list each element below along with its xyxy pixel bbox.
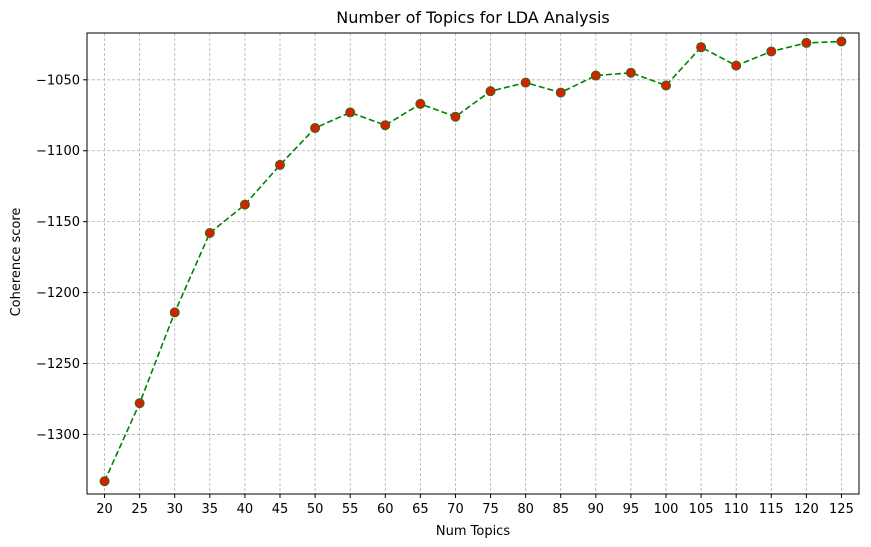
data-point [661, 80, 671, 91]
x-axis: 20 25 30 35 40 45 50 55 60 65 70 75 80 85 90 95 100 105 11… [96, 494, 854, 517]
data-point [275, 159, 285, 170]
data-point [134, 398, 145, 409]
x-tick-label: 50 [307, 502, 324, 517]
data-point [415, 98, 426, 109]
data-point [731, 60, 742, 71]
y-tick-label: −1300 [36, 428, 80, 443]
y-axis-label: Coherence score [9, 208, 24, 317]
x-tick-label: 40 [237, 502, 254, 517]
plot-frame [86, 32, 860, 495]
series-markers [99, 36, 847, 487]
y-tick-label: −1250 [36, 357, 80, 372]
x-tick-label: 65 [412, 502, 429, 517]
x-tick-label: 85 [552, 502, 569, 517]
data-point [345, 107, 356, 118]
x-tick-label: 55 [342, 502, 359, 517]
x-tick-label: 105 [689, 502, 714, 517]
data-point [239, 199, 250, 210]
data-point [590, 70, 601, 81]
x-tick-label: 25 [131, 502, 148, 517]
data-point [310, 123, 321, 134]
series-line [103, 40, 842, 482]
data-point [801, 37, 812, 48]
x-tick-label: 80 [517, 502, 534, 517]
x-tick-label: 100 [654, 502, 679, 517]
grid [87, 33, 859, 494]
x-tick-label: 45 [272, 502, 289, 517]
x-tick-label: 115 [759, 502, 784, 517]
x-tick-label: 95 [623, 502, 640, 517]
y-tick-label: −1100 [36, 144, 80, 159]
x-tick-label: 35 [202, 502, 219, 517]
y-tick-label: −1150 [36, 215, 80, 230]
data-point [625, 67, 636, 78]
x-tick-label: 120 [794, 502, 819, 517]
y-tick-label: −1200 [36, 286, 80, 301]
x-tick-label: 75 [482, 502, 499, 517]
data-point [169, 307, 180, 318]
x-axis-label: Num Topics [436, 524, 510, 539]
data-point [485, 86, 496, 97]
data-point [555, 87, 566, 98]
data-point [836, 36, 847, 47]
data-point [520, 77, 531, 88]
x-tick-label: 70 [447, 502, 464, 517]
data-point [450, 111, 461, 122]
x-tick-label: 90 [588, 502, 605, 517]
x-tick-label: 30 [166, 502, 183, 517]
x-tick-label: 20 [96, 502, 113, 517]
x-tick-label: 125 [829, 502, 854, 517]
x-tick-label: 110 [724, 502, 749, 517]
data-point [380, 120, 391, 131]
y-tick-label: −1050 [36, 73, 80, 88]
data-point [99, 476, 110, 487]
chart-title: Number of Topics for LDA Analysis [336, 8, 610, 27]
data-point [204, 228, 215, 239]
data-point [696, 42, 707, 53]
series-line-path [103, 40, 842, 482]
data-point [766, 46, 777, 57]
x-tick-label: 60 [377, 502, 394, 517]
y-axis: −1300 −1250 −1200 −1150 −1100 −1050 [36, 73, 87, 443]
